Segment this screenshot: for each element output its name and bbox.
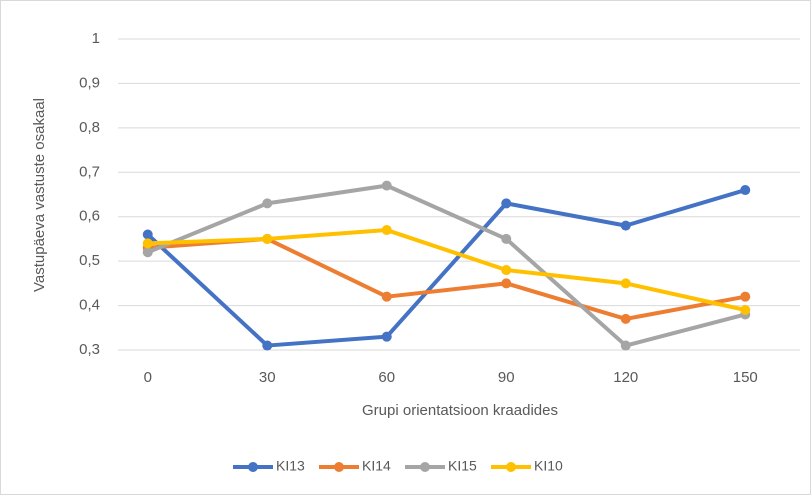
y-tick-label: 0,7 — [79, 163, 100, 180]
x-tick-label: 120 — [613, 369, 638, 386]
legend-label: KI10 — [534, 458, 563, 474]
x-tick-label: 30 — [259, 369, 276, 386]
x-axis-title: Grupi orientatsioon kraadides — [362, 402, 558, 419]
data-point — [501, 233, 512, 244]
data-point — [501, 278, 512, 289]
legend-item: KI10 — [491, 458, 563, 474]
data-point — [142, 229, 153, 240]
x-tick-label: 0 — [144, 369, 152, 386]
legend-item: KI14 — [319, 458, 391, 474]
data-point — [740, 291, 751, 302]
y-tick-label: 0,4 — [79, 297, 100, 314]
legend-marker — [334, 462, 344, 472]
legend-marker — [248, 462, 258, 472]
data-point — [501, 198, 512, 209]
y-tick-label: 0,5 — [79, 252, 100, 269]
legend-marker — [506, 462, 516, 472]
data-point — [381, 225, 392, 236]
data-point — [381, 180, 392, 191]
data-point — [620, 340, 631, 351]
data-point — [740, 305, 751, 316]
y-tick-label: 1 — [92, 30, 100, 47]
data-point — [620, 278, 631, 289]
data-point — [620, 313, 631, 324]
legend-item: KI15 — [405, 458, 477, 474]
y-tick-label: 0,9 — [79, 74, 100, 91]
series-line — [147, 228, 746, 312]
series-line — [146, 188, 746, 348]
data-point — [740, 185, 751, 196]
data-point — [262, 198, 273, 209]
legend-label: KI13 — [276, 458, 305, 474]
data-point — [620, 220, 631, 231]
legend-item: KI13 — [233, 458, 305, 474]
data-point — [501, 265, 512, 276]
data-point — [381, 331, 392, 342]
legend-marker — [420, 462, 430, 472]
y-axis-title: Vastupäeva vastuste osakaal — [31, 98, 48, 292]
series-line — [146, 183, 746, 348]
x-tick-label: 60 — [378, 369, 395, 386]
y-tick-label: 0,8 — [79, 119, 100, 136]
data-point — [142, 247, 153, 258]
data-point — [262, 233, 273, 244]
x-tick-label: 90 — [498, 369, 515, 386]
data-point — [381, 291, 392, 302]
y-tick-label: 0,3 — [79, 341, 100, 358]
data-point — [262, 340, 273, 351]
legend-label: KI14 — [362, 458, 391, 474]
x-tick-label: 150 — [733, 369, 758, 386]
data-point — [142, 238, 153, 249]
legend-label: KI15 — [448, 458, 477, 474]
y-tick-label: 0,6 — [79, 208, 100, 225]
